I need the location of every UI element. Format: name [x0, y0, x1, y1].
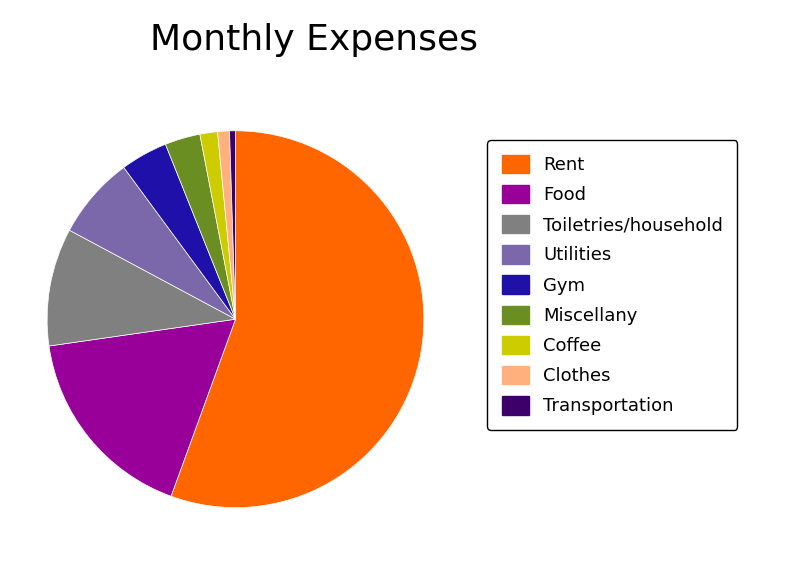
Legend: Rent, Food, Toiletries/household, Utilities, Gym, Miscellany, Coffee, Clothes, T: Rent, Food, Toiletries/household, Utilit…: [487, 140, 737, 430]
Wedge shape: [47, 230, 236, 346]
Text: Monthly Expenses: Monthly Expenses: [150, 23, 478, 57]
Wedge shape: [49, 319, 236, 496]
Wedge shape: [124, 144, 236, 319]
Wedge shape: [171, 131, 424, 508]
Wedge shape: [217, 131, 236, 319]
Wedge shape: [166, 134, 236, 319]
Wedge shape: [200, 132, 236, 319]
Wedge shape: [229, 131, 236, 319]
Wedge shape: [69, 168, 236, 319]
